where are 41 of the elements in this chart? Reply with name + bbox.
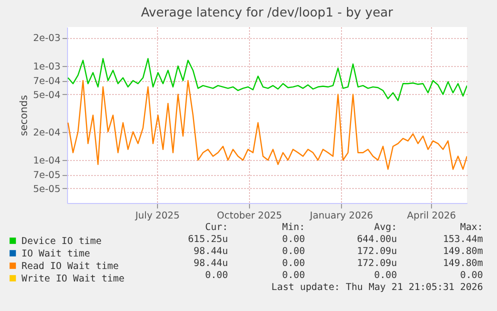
x-tick-label: January 2026 — [308, 210, 374, 222]
text: 0.00 — [205, 270, 228, 281]
legend-label: Write IO Wait time — [22, 273, 125, 284]
x-tick-label: July 2025 — [134, 210, 180, 222]
text: 0.00 — [282, 270, 305, 281]
chart-title: Average latency for /dev/loop1 - by year — [140, 4, 394, 20]
y-tick-label: 5e-05 — [33, 184, 60, 195]
y-tick-label: 5e-04 — [33, 90, 60, 101]
text: 172.09u — [356, 258, 397, 269]
text: Cur: — [205, 222, 228, 233]
y-tick-label: 2e-04 — [33, 127, 60, 138]
y-tick-label: 7e-04 — [33, 76, 60, 88]
text: 615.25u — [188, 234, 228, 245]
legend-label: Read IO Wait time — [22, 260, 120, 272]
text: 98.44u — [194, 258, 228, 269]
text: 153.44m — [442, 234, 483, 245]
text: 644.00u — [356, 234, 397, 245]
text: 172.09u — [356, 246, 397, 257]
text: Max: — [460, 222, 483, 233]
text: 0.00 — [282, 258, 305, 269]
y-axis-title: seconds — [19, 95, 30, 136]
x-tick-label: April 2026 — [407, 210, 456, 222]
y-tick-label: 7e-05 — [33, 170, 60, 182]
line-series — [67, 80, 467, 170]
y-tick-label: 1e-04 — [33, 156, 60, 167]
legend-label: IO Wait time — [22, 248, 90, 260]
text: 0.00 — [282, 246, 305, 257]
legend-label: Device IO time — [22, 236, 102, 247]
y-tick-label: 1e-03 — [33, 62, 60, 73]
text: 149.80m — [442, 258, 483, 269]
text: Min: — [282, 222, 305, 233]
y-tick-label: 2e-03 — [33, 33, 60, 44]
x-tick-label: October 2025 — [216, 210, 282, 222]
text: 0.00 — [374, 270, 397, 281]
line-series — [67, 58, 467, 102]
text: 0.00 — [460, 270, 483, 281]
text: 0.00 — [282, 234, 305, 245]
text: 98.44u — [194, 246, 228, 257]
text: Avg: — [374, 222, 397, 233]
text: 149.80m — [442, 246, 483, 257]
text: Last update: Thu May 21 21:05:31 2026 — [271, 282, 483, 293]
